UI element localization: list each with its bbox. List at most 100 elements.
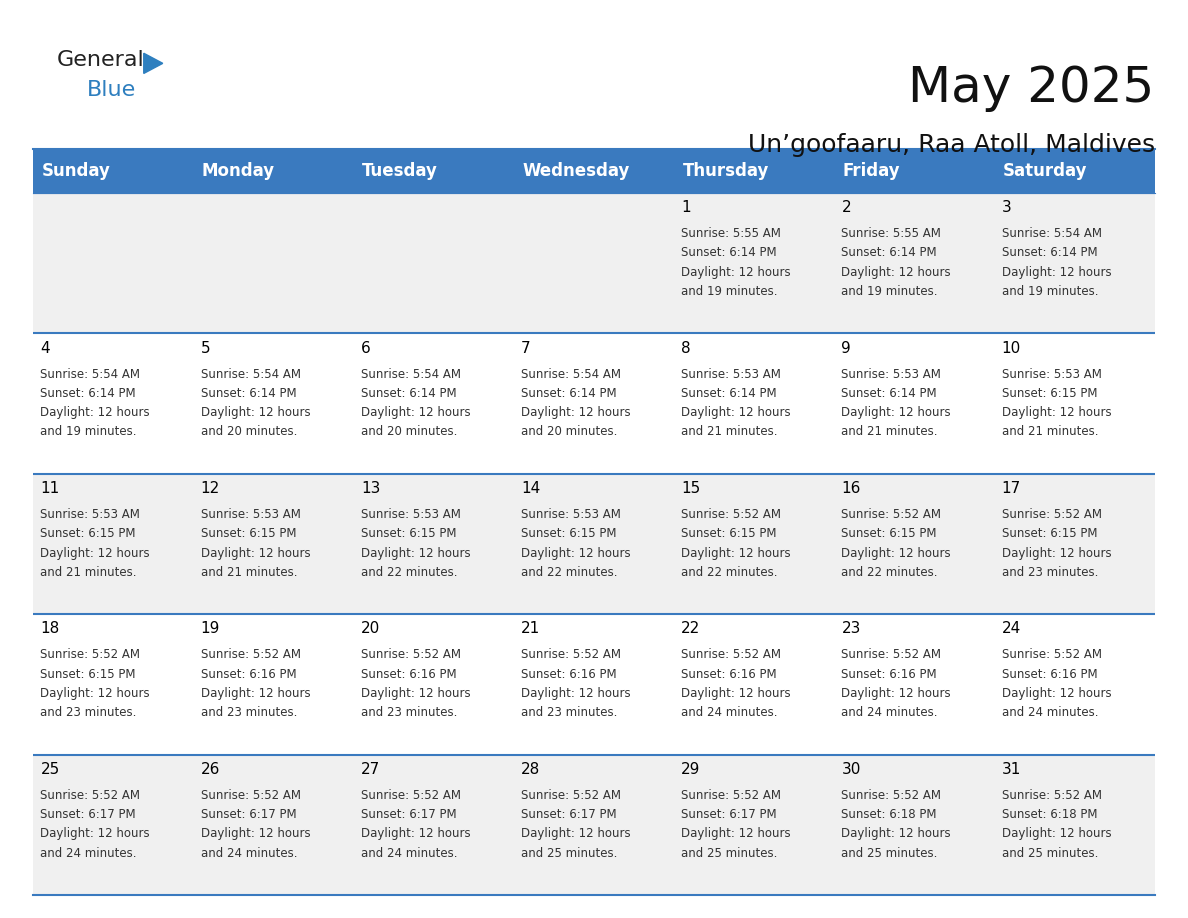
Text: May 2025: May 2025 [909,64,1155,112]
Text: Daylight: 12 hours: Daylight: 12 hours [40,687,150,700]
Bar [994,149,1155,193]
Text: 29: 29 [681,762,701,777]
Text: Daylight: 12 hours: Daylight: 12 hours [681,827,791,841]
Text: Sunset: 6:15 PM: Sunset: 6:15 PM [1001,386,1098,400]
Text: Daylight: 12 hours: Daylight: 12 hours [40,546,150,560]
Text: Sunset: 6:16 PM: Sunset: 6:16 PM [841,667,937,681]
Text: Daylight: 12 hours: Daylight: 12 hours [1001,265,1111,279]
Text: and 22 minutes.: and 22 minutes. [361,565,457,579]
Text: Sunset: 6:17 PM: Sunset: 6:17 PM [40,808,135,822]
Text: and 20 minutes.: and 20 minutes. [361,425,457,439]
Text: and 24 minutes.: and 24 minutes. [40,846,137,860]
Text: Sunrise: 5:53 AM: Sunrise: 5:53 AM [841,367,941,381]
Bar [33,333,1155,474]
Text: Daylight: 12 hours: Daylight: 12 hours [40,406,150,420]
Text: Sunrise: 5:53 AM: Sunrise: 5:53 AM [40,508,140,521]
Text: Sunrise: 5:52 AM: Sunrise: 5:52 AM [841,789,941,802]
Text: Sunrise: 5:55 AM: Sunrise: 5:55 AM [681,227,781,241]
Text: Daylight: 12 hours: Daylight: 12 hours [841,546,952,560]
Text: Sunset: 6:15 PM: Sunset: 6:15 PM [201,527,296,541]
Text: Sunset: 6:16 PM: Sunset: 6:16 PM [1001,667,1098,681]
Text: and 25 minutes.: and 25 minutes. [522,846,618,860]
Text: and 23 minutes.: and 23 minutes. [522,706,618,720]
Bar [354,149,514,193]
Text: Saturday: Saturday [1003,162,1087,180]
Text: Sunrise: 5:52 AM: Sunrise: 5:52 AM [40,648,140,662]
Bar [194,149,354,193]
Text: Blue: Blue [87,80,135,100]
Text: 18: 18 [40,621,59,636]
Text: Monday: Monday [202,162,274,180]
Bar [674,149,834,193]
Text: Daylight: 12 hours: Daylight: 12 hours [1001,406,1111,420]
Text: and 21 minutes.: and 21 minutes. [40,565,137,579]
Bar [514,149,674,193]
Bar [33,614,1155,755]
Text: Daylight: 12 hours: Daylight: 12 hours [841,687,952,700]
Text: and 20 minutes.: and 20 minutes. [201,425,297,439]
Text: and 23 minutes.: and 23 minutes. [40,706,137,720]
Bar [33,755,1155,895]
Text: Daylight: 12 hours: Daylight: 12 hours [681,406,791,420]
Text: Sunset: 6:14 PM: Sunset: 6:14 PM [841,386,937,400]
Text: 7: 7 [522,341,531,355]
Text: and 21 minutes.: and 21 minutes. [1001,425,1098,439]
Text: Daylight: 12 hours: Daylight: 12 hours [681,687,791,700]
Text: Daylight: 12 hours: Daylight: 12 hours [201,406,310,420]
Text: Sunday: Sunday [42,162,110,180]
Text: and 23 minutes.: and 23 minutes. [361,706,457,720]
Text: 31: 31 [1001,762,1020,777]
Text: 17: 17 [1001,481,1020,496]
Text: 20: 20 [361,621,380,636]
Text: Sunset: 6:15 PM: Sunset: 6:15 PM [361,527,456,541]
Text: Daylight: 12 hours: Daylight: 12 hours [361,406,470,420]
Text: Sunrise: 5:53 AM: Sunrise: 5:53 AM [201,508,301,521]
Text: Sunrise: 5:55 AM: Sunrise: 5:55 AM [841,227,941,241]
Text: 30: 30 [841,762,861,777]
Text: Sunset: 6:15 PM: Sunset: 6:15 PM [681,527,777,541]
Text: Sunset: 6:15 PM: Sunset: 6:15 PM [841,527,937,541]
Text: 22: 22 [681,621,701,636]
Text: 27: 27 [361,762,380,777]
Text: and 25 minutes.: and 25 minutes. [681,846,778,860]
Text: and 22 minutes.: and 22 minutes. [522,565,618,579]
Text: and 22 minutes.: and 22 minutes. [681,565,778,579]
Text: Sunrise: 5:54 AM: Sunrise: 5:54 AM [201,367,301,381]
Text: 4: 4 [40,341,50,355]
Text: and 19 minutes.: and 19 minutes. [1001,285,1098,298]
Bar [834,149,994,193]
Text: and 24 minutes.: and 24 minutes. [201,846,297,860]
Text: 11: 11 [40,481,59,496]
Text: Daylight: 12 hours: Daylight: 12 hours [522,406,631,420]
Text: Sunrise: 5:54 AM: Sunrise: 5:54 AM [522,367,621,381]
Text: and 19 minutes.: and 19 minutes. [40,425,137,439]
Text: Sunset: 6:17 PM: Sunset: 6:17 PM [681,808,777,822]
Text: Sunset: 6:14 PM: Sunset: 6:14 PM [361,386,456,400]
Text: Sunrise: 5:52 AM: Sunrise: 5:52 AM [40,789,140,802]
Text: and 25 minutes.: and 25 minutes. [841,846,937,860]
Text: Sunrise: 5:52 AM: Sunrise: 5:52 AM [201,789,301,802]
Text: and 24 minutes.: and 24 minutes. [681,706,778,720]
Text: Daylight: 12 hours: Daylight: 12 hours [1001,687,1111,700]
Text: Sunrise: 5:52 AM: Sunrise: 5:52 AM [522,648,621,662]
Text: and 23 minutes.: and 23 minutes. [1001,565,1098,579]
Text: Sunrise: 5:53 AM: Sunrise: 5:53 AM [681,367,781,381]
Text: Sunset: 6:16 PM: Sunset: 6:16 PM [361,667,456,681]
Text: Daylight: 12 hours: Daylight: 12 hours [361,546,470,560]
Text: 25: 25 [40,762,59,777]
Text: Sunrise: 5:54 AM: Sunrise: 5:54 AM [1001,227,1101,241]
Text: Sunset: 6:14 PM: Sunset: 6:14 PM [40,386,135,400]
Text: Thursday: Thursday [682,162,769,180]
Text: Sunset: 6:18 PM: Sunset: 6:18 PM [841,808,937,822]
Text: Sunrise: 5:54 AM: Sunrise: 5:54 AM [361,367,461,381]
Text: 2: 2 [841,200,851,215]
Text: and 23 minutes.: and 23 minutes. [201,706,297,720]
Text: Daylight: 12 hours: Daylight: 12 hours [201,546,310,560]
Text: Tuesday: Tuesday [362,162,438,180]
Bar [33,474,1155,614]
Text: Sunset: 6:14 PM: Sunset: 6:14 PM [841,246,937,260]
Text: Daylight: 12 hours: Daylight: 12 hours [522,687,631,700]
Text: Sunrise: 5:52 AM: Sunrise: 5:52 AM [1001,648,1101,662]
Text: Sunrise: 5:52 AM: Sunrise: 5:52 AM [522,789,621,802]
Text: Sunset: 6:14 PM: Sunset: 6:14 PM [201,386,296,400]
